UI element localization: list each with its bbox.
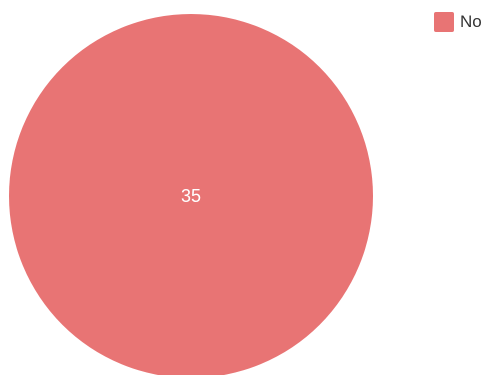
legend-label-no: No bbox=[460, 12, 482, 31]
pie-slice-no bbox=[9, 14, 373, 375]
slice-label-no: 35 bbox=[181, 186, 201, 206]
legend: No bbox=[434, 12, 482, 32]
legend-swatch-no bbox=[434, 12, 454, 32]
